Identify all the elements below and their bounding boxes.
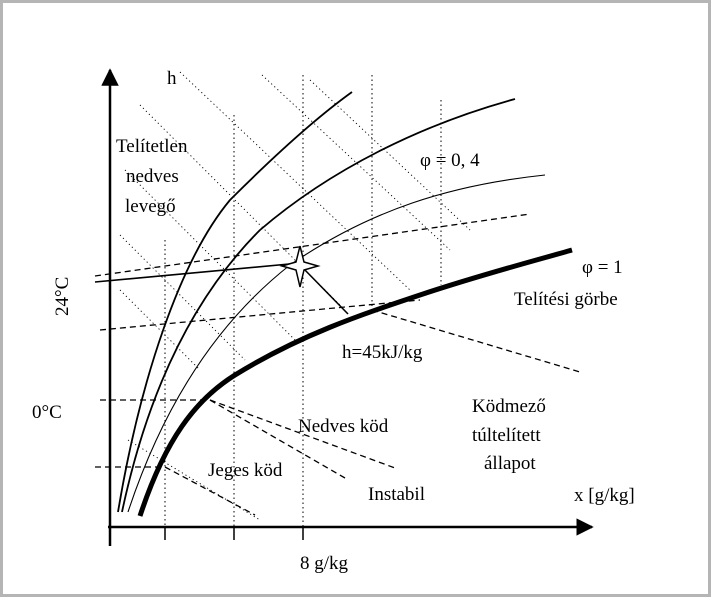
y-tick-24-label: 24°C [52,277,73,316]
enthalpy-value-label: h=45kJ/kg [342,342,423,363]
phi-1-label: φ = 1 [582,257,623,278]
ice-fog-dashed [164,466,256,516]
x-axis-label: x [g/kg] [574,485,635,506]
phi-04-label: φ = 0, 4 [420,150,480,171]
axes [101,68,594,546]
fog-region-label-line3: állapot [484,453,536,474]
x-tick-8-label: 8 g/kg [300,553,349,574]
state-point-star [279,245,321,288]
fog-region-dashed [371,309,581,373]
enthalpy-dotted-line [124,169,301,346]
fog-region-label-line2: túltelített [472,425,541,446]
unsaturated-label-line1: Telítetlen [116,136,188,157]
enthalpy-dotted-line [119,234,246,361]
process-path [94,245,349,315]
humidity-curves [117,91,573,517]
cooling-line [302,267,349,315]
isotherm-dashed [99,299,421,331]
instable-dashed [209,399,346,479]
unsaturated-label-line2: nedves [126,166,179,187]
constant-x-lines [164,75,442,540]
fog-region-label-line1: Ködmező [472,396,546,417]
wet-fog-dashed [209,399,396,469]
enthalpy-axis-label: h [167,68,177,89]
labels: h Telítetlen nedves levegő φ = 0, 4 φ = … [32,68,635,574]
wet-fog-label: Nedves köd [298,416,389,437]
enthalpy-dotted-line [309,79,471,231]
saturation-curve-label: Telítési görbe [514,289,618,310]
humidity-curve-low [117,91,353,513]
humidity-curve-mid [121,98,516,513]
y-tick-0-label: 0°C [32,402,62,423]
instable-label: Instabil [368,484,425,505]
mixing-line [94,262,301,283]
saturation-curve [137,247,573,517]
enthalpy-dotted-line [261,74,451,251]
isotherm-24-dashed [94,213,531,277]
unsaturated-label-line3: levegő [125,196,176,217]
ice-fog-label: Jeges köd [208,460,283,481]
